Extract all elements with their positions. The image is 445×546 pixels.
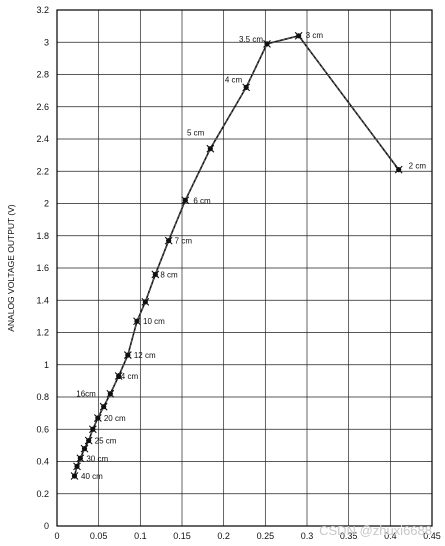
x-tick-label: 0.45: [423, 531, 441, 541]
annotation-label: 4 cm: [225, 75, 243, 84]
series-line: [73, 34, 400, 477]
y-tick-label: 2.2: [36, 166, 49, 176]
y-tick-label: 3.2: [36, 5, 49, 15]
y-tick-label: 2: [44, 199, 49, 209]
x-tick-label: 0: [54, 531, 59, 541]
watermark: CSDN @zhuxi6688: [319, 523, 432, 538]
annotation-label: 12 cm: [134, 351, 156, 360]
data-point-cross: [394, 165, 403, 174]
data-point-cross: [70, 472, 79, 480]
data-point-cross: [242, 83, 251, 92]
annotation-label: 7 cm: [175, 237, 193, 246]
data-point-cross: [181, 196, 190, 205]
data-point-cross: [114, 372, 123, 380]
y-tick-label: 2.8: [36, 70, 49, 80]
y-axis-label: ANALOG VOLTAGE OUTPUT (V): [6, 204, 16, 332]
x-tick-label: 0.2: [217, 531, 230, 541]
annotation-label: 6 cm: [193, 196, 211, 205]
data-point-cross: [123, 351, 132, 359]
y-tick-label: 2.4: [36, 134, 49, 144]
y-tick-label: 0.8: [36, 392, 49, 402]
plot-frame: [56, 9, 433, 527]
y-tick-label: 0: [44, 521, 49, 531]
x-tick-label: 0.1: [134, 531, 147, 541]
data-point-cross: [88, 425, 97, 434]
annotation-label: 16cm: [76, 390, 96, 399]
data-point-cross: [84, 436, 93, 445]
annotation-label: 40 cm: [81, 472, 103, 481]
x-tick-label: 0.05: [90, 531, 108, 541]
y-tick-label: 0.6: [36, 424, 49, 434]
annotation-label: 3 cm: [306, 31, 324, 40]
y-tick-label: 1.8: [36, 231, 49, 241]
data-point-cross: [93, 414, 102, 422]
data-point-cross: [141, 297, 150, 306]
y-tick-label: 1.4: [36, 295, 49, 305]
x-tick-label: 0.4: [384, 531, 397, 541]
data-point-cross: [206, 144, 215, 153]
x-tick-label: 0.3: [301, 531, 314, 541]
y-tick-label: 0.2: [36, 489, 49, 499]
annotation-label: 5 cm: [187, 129, 205, 138]
x-tick-label: 0.15: [173, 531, 191, 541]
data-series: [70, 31, 403, 480]
y-tick-label: 1.6: [36, 263, 49, 273]
annotation-label: 20 cm: [104, 414, 126, 423]
data-point-cross: [164, 236, 173, 245]
annotation-label: 30 cm: [86, 454, 108, 463]
data-point-cross: [80, 444, 89, 453]
data-point-cross: [76, 454, 85, 463]
data-point-cross: [99, 402, 108, 411]
distance-annotations: 40 cm 30 cm 25 cm 20 cm 16cm 14 cm 12 cm 10 cm 8…: [76, 31, 426, 481]
annotation-label: 25 cm: [95, 437, 117, 446]
data-point-cross: [294, 31, 303, 40]
data-point-cross: [73, 462, 81, 471]
data-point-cross: [151, 270, 160, 279]
annotation-label: 2 cm: [409, 162, 427, 171]
y-tick-label: 1: [44, 360, 49, 370]
y-tick-label: 0.4: [36, 457, 49, 467]
y-tick-label: 2.6: [36, 102, 49, 112]
y-tick-label: 3: [44, 37, 49, 47]
annotation-label: 3.5 cm: [239, 35, 263, 44]
x-axis-ticks: 0 0.05 0.1 0.15 0.2 0.25 0.3 0.35 0.4 0.45: [54, 531, 440, 541]
data-point-cross: [106, 389, 115, 398]
chart-grid: [56, 9, 433, 527]
series-line-dashed: [74, 35, 399, 477]
annotation-label: 10 cm: [143, 317, 165, 326]
y-axis-ticks: 0 0.2 0.4 0.6 0.8 1 1.2 1.4 1.6 1.8 2 2.2 2.4 2.6 2.8 3…: [36, 5, 49, 531]
data-point-cross: [133, 317, 141, 326]
x-tick-label: 0.35: [340, 531, 358, 541]
x-tick-label: 0.25: [257, 531, 275, 541]
annotation-label: 14 cm: [116, 372, 138, 381]
y-tick-label: 1.2: [36, 328, 49, 338]
annotation-label: 8 cm: [160, 270, 178, 279]
data-point-cross: [263, 39, 271, 48]
